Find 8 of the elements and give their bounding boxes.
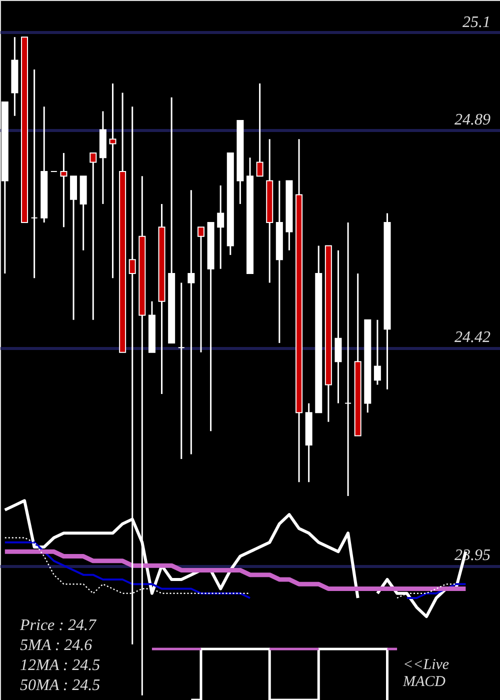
y-tick-label: 24.89 [454,111,490,128]
annotation: 50MA : 24.5 [20,677,100,694]
y-tick-label: 25.1 [462,14,490,31]
annotation: Price : 24.7 [19,617,97,634]
y-tick-label: 24.42 [454,329,490,346]
annotation: <<Live MACD [402,657,450,690]
annotation: 5MA : 24.6 [20,637,92,654]
annotation: 12MA : 24.5 [20,657,100,674]
